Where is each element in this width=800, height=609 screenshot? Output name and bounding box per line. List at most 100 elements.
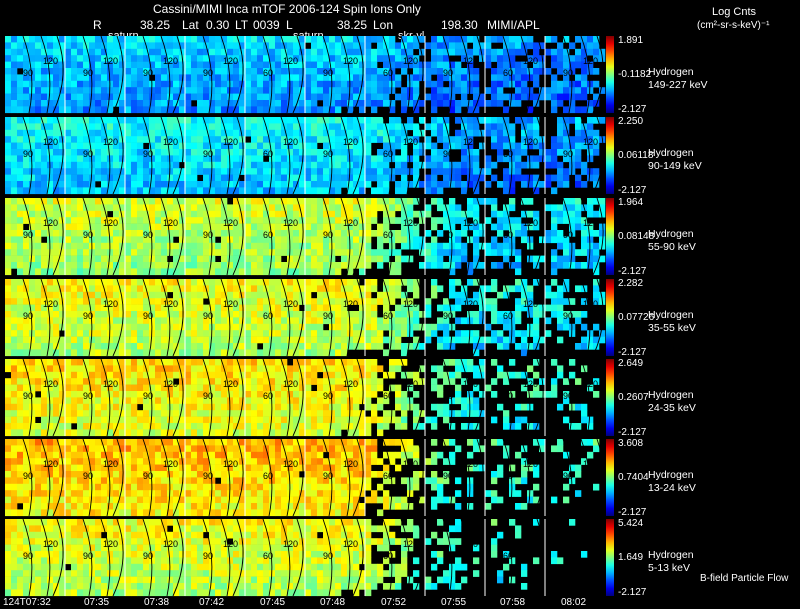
- panel-species-label: Hydrogen 55-90 keV: [648, 228, 696, 254]
- colorbar-min-label: -2.127: [618, 266, 647, 277]
- colorbar-3: [606, 198, 614, 275]
- panel-heatmap-5: [5, 358, 604, 437]
- contour-label-120: 120: [463, 299, 479, 309]
- contour-label-90: 90: [323, 391, 334, 401]
- contour-label-90: 60: [263, 551, 274, 561]
- colorbar-7: [606, 519, 614, 596]
- contour-label-90: 90: [443, 230, 454, 240]
- panel-species-label: Hydrogen 149-227 keV: [648, 66, 708, 92]
- contour-label-120: 120: [103, 379, 119, 389]
- colorbar-mid-label: 0.06118: [618, 149, 654, 161]
- contour-label-90: 90: [83, 471, 94, 481]
- species-name: Hydrogen: [648, 147, 694, 159]
- contour-label-120: 120: [343, 459, 359, 469]
- contour-label-120: 120: [583, 379, 599, 389]
- panel-heatmap-4: [5, 278, 606, 357]
- contour-label-120: 120: [403, 56, 419, 66]
- contour-label-120: 120: [43, 56, 59, 66]
- units-label: (cm²-sr-s-keV)⁻¹: [697, 20, 770, 31]
- contour-label-120: 120: [583, 299, 599, 309]
- contour-label-120: 120: [343, 539, 359, 549]
- x-tick-label: 07:45: [260, 597, 286, 608]
- contour-label-90: 90: [323, 471, 334, 481]
- x-tick-label: 07:35: [84, 597, 110, 608]
- contour-label-120: 120: [103, 56, 119, 66]
- colorbar-min-label: -2.127: [618, 427, 647, 438]
- contour-label-90: 90: [143, 230, 154, 240]
- contour-label-120: 120: [403, 379, 419, 389]
- contour-label-120: 120: [43, 299, 59, 309]
- contour-label-120: 120: [223, 218, 239, 228]
- contour-label-90: 90: [563, 391, 574, 401]
- contour-label-120: 120: [463, 379, 479, 389]
- contour-label-90: 90: [23, 391, 34, 401]
- contour-label-120: 120: [163, 218, 179, 228]
- contour-label-90: 90: [83, 230, 94, 240]
- colorbar-min-label: -2.127: [618, 185, 647, 196]
- footer-note: B-field Particle Flow: [700, 573, 789, 584]
- species-name: Hydrogen: [648, 66, 694, 78]
- contour-label-120: 120: [103, 137, 119, 147]
- colorbar-mid-label: 0.7404: [618, 471, 649, 483]
- contour-label-90: 90: [563, 551, 574, 561]
- contour-label-90: 90: [443, 149, 454, 159]
- contour-label-120: 120: [523, 459, 539, 469]
- species-name: Hydrogen: [648, 309, 694, 321]
- contour-label-90: 90: [203, 68, 214, 78]
- contour-label-90: 60: [263, 68, 274, 78]
- contour-label-120: 120: [523, 218, 539, 228]
- contour-label-120: 120: [583, 539, 599, 549]
- contour-label-120: 120: [283, 218, 299, 228]
- contour-label-90: 90: [563, 68, 574, 78]
- contour-label-90: 90: [203, 471, 214, 481]
- energy-range: 13-24 keV: [648, 482, 696, 494]
- contour-label-120: 120: [403, 299, 419, 309]
- contour-label-120: 120: [283, 299, 299, 309]
- contour-label-120: 120: [163, 379, 179, 389]
- contour-label-90: 90: [83, 311, 94, 321]
- contour-label-90: 90: [83, 68, 94, 78]
- lt-label: LT: [235, 18, 249, 32]
- colorbar-max-label: 2.649: [618, 358, 644, 369]
- units-title: Log Cnts: [712, 6, 757, 18]
- contour-label-90: 60: [503, 551, 514, 561]
- panel-heatmap-1: [5, 35, 606, 114]
- contour-label-90: 60: [263, 391, 274, 401]
- contour-label-90: 90: [23, 149, 34, 159]
- colorbar-max-label: 2.250: [618, 116, 644, 127]
- species-name: Hydrogen: [648, 469, 694, 481]
- colorbar-6: [606, 439, 614, 516]
- contour-label-120: 120: [163, 56, 179, 66]
- contour-label-90: 90: [323, 149, 334, 159]
- energy-range: 24-35 keV: [648, 402, 696, 414]
- contour-label-120: 120: [523, 56, 539, 66]
- contour-label-90: 60: [383, 230, 394, 240]
- x-tick-label: 07:42: [199, 597, 225, 608]
- contour-label-120: 120: [43, 218, 59, 228]
- contour-label-120: 120: [523, 299, 539, 309]
- contour-label-120: 120: [103, 459, 119, 469]
- contour-label-120: 120: [343, 137, 359, 147]
- contour-label-90: 60: [503, 471, 514, 481]
- colorbar-max-label: 1.891: [618, 35, 644, 46]
- contour-label-90: 60: [263, 311, 274, 321]
- species-name: Hydrogen: [648, 549, 694, 561]
- species-name: Hydrogen: [648, 228, 694, 240]
- contour-label-90: 90: [563, 311, 574, 321]
- contour-label-90: 90: [23, 551, 34, 561]
- contour-label-120: 120: [343, 56, 359, 66]
- contour-label-90: 90: [143, 311, 154, 321]
- contour-label-120: 120: [43, 137, 59, 147]
- panel-species-label: Hydrogen 13-24 keV: [648, 469, 696, 495]
- contour-label-120: 120: [283, 539, 299, 549]
- contour-label-90: 90: [83, 551, 94, 561]
- x-first-tick-label: 124T07:32: [3, 597, 51, 608]
- contour-label-90: 90: [203, 391, 214, 401]
- contour-label-120: 120: [523, 379, 539, 389]
- contour-label-120: 120: [103, 539, 119, 549]
- contour-label-90: 90: [143, 391, 154, 401]
- contour-label-120: 120: [463, 539, 479, 549]
- contour-label-120: 120: [343, 299, 359, 309]
- x-tick-label: 07:38: [144, 597, 170, 608]
